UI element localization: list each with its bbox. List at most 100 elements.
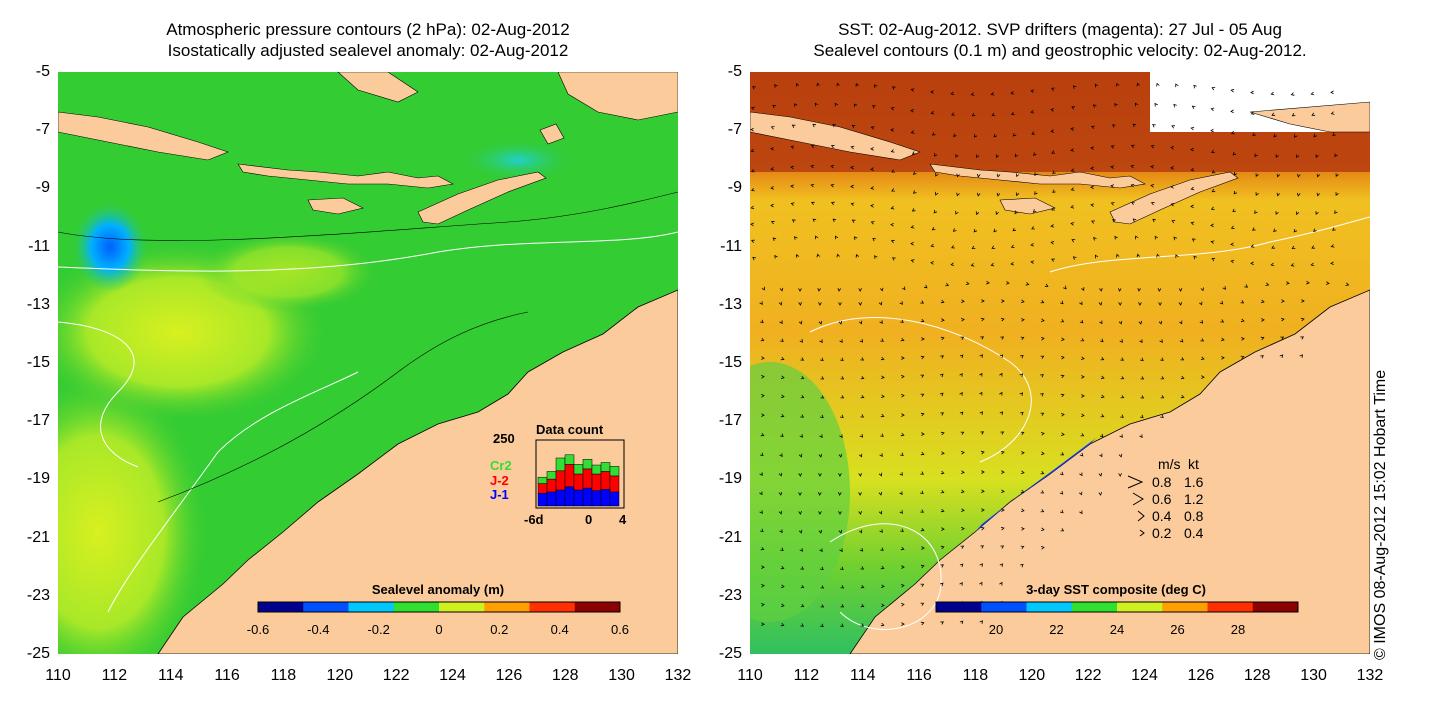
velocity-arrow	[1132, 218, 1137, 223]
velocity-arrow	[790, 165, 794, 170]
lon-tick-label: 124	[439, 667, 466, 684]
velocity-arrow	[820, 414, 824, 419]
velocity-arrow	[959, 582, 963, 586]
velocity-arrow	[798, 529, 803, 534]
lat-tick-label: -5	[35, 63, 50, 80]
velocity-arrow	[815, 235, 819, 240]
velocity-arrow	[1345, 282, 1350, 286]
velocity-arrow	[941, 527, 945, 531]
velocity-arrow	[1001, 508, 1005, 512]
velocity-legend-header-kt: kt	[1188, 456, 1199, 472]
sealevel-colorbar-title: Sealevel anomaly (m)	[372, 582, 504, 597]
right-coastal-cool-band	[975, 438, 1096, 532]
velocity-arrow	[955, 153, 959, 158]
velocity-arrow	[1040, 432, 1045, 436]
velocity-arrow	[990, 262, 995, 267]
velocity-arrow	[1114, 103, 1118, 107]
lon-tick-label: 118	[962, 667, 989, 684]
sealevel-colorbar-segment	[258, 602, 304, 612]
velocity-arrow	[840, 414, 844, 419]
velocity-arrow	[980, 450, 985, 455]
velocity-arrow	[874, 84, 878, 88]
velocity-arrow	[1296, 192, 1301, 197]
velocity-arrow	[1044, 283, 1049, 287]
lat-tick-label: -21	[26, 528, 50, 546]
velocity-arrow	[1150, 165, 1155, 169]
velocity-arrow	[991, 112, 996, 117]
left-land-australia	[157, 289, 678, 654]
velocity-arrow	[910, 225, 915, 229]
velocity-arrow	[956, 192, 960, 197]
velocity-legend-header-ms: m/s	[1158, 456, 1181, 472]
sealevel-colorbar-tick-label: 0.4	[551, 622, 569, 637]
sealevel-colorbar-segment	[303, 602, 349, 612]
velocity-arrow	[1112, 124, 1116, 128]
velocity-arrow	[800, 375, 805, 380]
velocity-arrow	[931, 132, 936, 136]
velocity-arrow	[836, 253, 840, 258]
velocity-arrow	[1040, 337, 1045, 341]
left-land-north-east	[557, 72, 678, 121]
velocity-arrow	[959, 563, 964, 568]
velocity-arrow	[900, 319, 904, 323]
sst-colorbar-segment	[1207, 602, 1254, 612]
velocity-arrow	[779, 529, 783, 534]
velocity-arrow	[1059, 471, 1064, 476]
velocity-arrow	[760, 528, 764, 533]
velocity-arrow	[1020, 563, 1024, 568]
velocity-arrow	[1232, 151, 1237, 156]
velocity-arrow	[1315, 211, 1319, 215]
velocity-arrow	[960, 451, 965, 455]
velocity-arrow	[1180, 394, 1185, 399]
velocity-arrow	[911, 151, 916, 155]
velocity-arrow	[1158, 320, 1163, 325]
velocity-arrow	[1330, 90, 1334, 95]
velocity-arrow	[1118, 473, 1122, 477]
velocity-arrow	[999, 411, 1004, 415]
velocity-arrow	[780, 565, 785, 570]
data-count-bar-j1	[564, 486, 575, 507]
velocity-arrow	[979, 563, 984, 567]
velocity-arrow	[996, 192, 1001, 197]
lat-tick-label: -9	[35, 179, 50, 197]
velocity-arrow	[1094, 254, 1099, 259]
velocity-arrow	[798, 492, 802, 496]
velocity-arrow	[859, 434, 864, 438]
velocity-arrow	[750, 222, 754, 227]
velocity-arrow	[1117, 288, 1122, 292]
velocity-arrow	[1092, 104, 1097, 108]
velocity-arrow	[940, 299, 945, 304]
velocity-arrow	[1250, 111, 1255, 115]
velocity-arrow	[913, 190, 917, 194]
velocity-arrow	[911, 208, 916, 212]
velocity-arrow	[1072, 256, 1077, 260]
sealevel-colorbar-segment	[529, 602, 576, 612]
velocity-arrow	[780, 584, 785, 589]
velocity-arrow	[780, 338, 784, 342]
velocity-arrow	[1021, 451, 1025, 455]
velocity-arrow	[780, 547, 784, 552]
lat-tick-label: -25	[718, 645, 742, 662]
left-title-line2: Isostatically adjusted sealevel anomaly:…	[167, 41, 569, 60]
velocity-arrow	[920, 602, 925, 606]
velocity-arrow	[959, 392, 963, 396]
velocity-arrow	[1260, 355, 1264, 359]
velocity-arrow	[1160, 357, 1164, 361]
velocity-arrow	[1160, 395, 1165, 399]
velocity-arrow	[1070, 187, 1075, 191]
velocity-arrow	[1293, 228, 1298, 233]
velocity-arrow	[979, 620, 984, 624]
sealevel-colorbar-segment	[484, 602, 530, 612]
sealevel-colorbar-frame	[257, 601, 621, 613]
data-count-bar-j2	[582, 468, 593, 489]
lat-tick-label: -23	[26, 586, 50, 604]
velocity-arrow	[858, 492, 862, 496]
velocity-arrow	[810, 164, 815, 169]
velocity-arrow	[858, 288, 862, 292]
velocity-arrow	[935, 172, 939, 177]
velocity-arrow	[891, 188, 895, 192]
velocity-arrow	[800, 394, 805, 399]
velocity-arrow	[899, 510, 903, 514]
velocity-arrow	[858, 529, 863, 534]
velocity-arrow	[1090, 185, 1094, 190]
